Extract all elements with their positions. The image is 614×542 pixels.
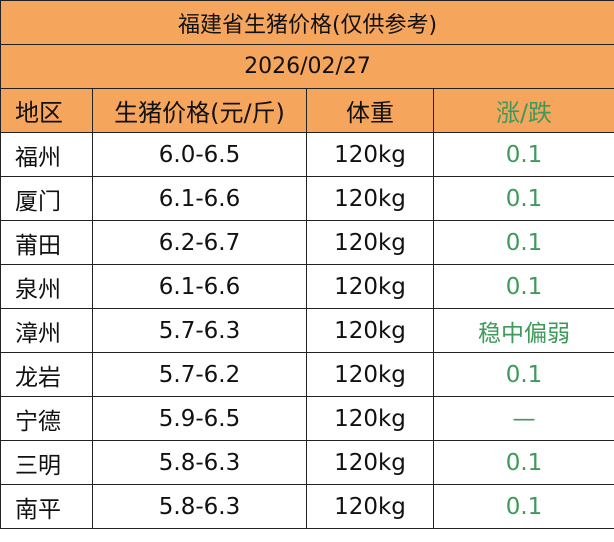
cell: 120kg [306,220,434,265]
cell: 5.7-6.3 [92,308,307,353]
cell: 6.1-6.6 [92,176,307,221]
cell: 涨/跌 [432,88,614,133]
data-row: 三明 5.8-6.3 120kg 0.1 [0,440,614,485]
cell: 0.1 [432,132,614,177]
data-row: 福州 6.0-6.5 120kg 0.1 [0,132,614,177]
data-row: 南平 5.8-6.3 120kg 0.1 [0,484,614,529]
cell: 5.9-6.5 [92,396,307,441]
cell: 5.7-6.2 [92,352,307,397]
cell: 0.1 [432,176,614,221]
cell: 生猪价格(元/斤) [92,88,307,133]
cell: 6.1-6.6 [92,264,307,309]
date-row: 2026/02/27 [0,44,614,89]
cell: 120kg [306,308,434,353]
data-row: 莆田 6.2-6.7 120kg 0.1 [0,220,614,265]
cell: 宁德 [0,396,93,441]
cell: 120kg [306,264,434,309]
cell: 三明 [0,440,93,485]
title-row: 福建省生猪价格(仅供参考) [0,0,614,45]
cell: 体重 [306,88,434,133]
cell: 120kg [306,484,434,529]
table-body: 福建省生猪价格(仅供参考) 2026/02/27 地区 生猪价格(元/斤) 体重 涨/… [0,0,614,529]
cell: 120kg [306,176,434,221]
cell: 漳州 [0,308,93,353]
title: 福建省生猪价格(仅供参考) [0,0,614,45]
date: 2026/02/27 [0,44,614,89]
data-row: 龙岩 5.7-6.2 120kg 0.1 [0,352,614,397]
cell: 120kg [306,440,434,485]
cell: 龙岩 [0,352,93,397]
cell: 0.1 [432,264,614,309]
data-row: 漳州 5.7-6.3 120kg 稳中偏弱 [0,308,614,353]
cell: 120kg [306,132,434,177]
cell: 0.1 [432,220,614,265]
cell: 泉州 [0,264,93,309]
data-row: 厦门 6.1-6.6 120kg 0.1 [0,176,614,221]
cell: 0.1 [432,440,614,485]
cell: 6.2-6.7 [92,220,307,265]
data-row: 宁德 5.9-6.5 120kg — [0,396,614,441]
cell: 厦门 [0,176,93,221]
header-row: 地区 生猪价格(元/斤) 体重 涨/跌 [0,88,614,133]
cell: 福州 [0,132,93,177]
cell: 地区 [0,88,93,133]
cell: 6.0-6.5 [92,132,307,177]
price-table: 福建省生猪价格(仅供参考) 2026/02/27 地区 生猪价格(元/斤) 体重 涨/… [0,0,614,529]
data-row: 泉州 6.1-6.6 120kg 0.1 [0,264,614,309]
cell: 120kg [306,396,434,441]
cell: 0.1 [432,352,614,397]
cell: 南平 [0,484,93,529]
cell: 5.8-6.3 [92,440,307,485]
cell: 0.1 [432,484,614,529]
cell: 120kg [306,352,434,397]
cell: 5.8-6.3 [92,484,307,529]
cell: 稳中偏弱 [432,308,614,353]
cell: — [432,396,614,441]
cell: 莆田 [0,220,93,265]
